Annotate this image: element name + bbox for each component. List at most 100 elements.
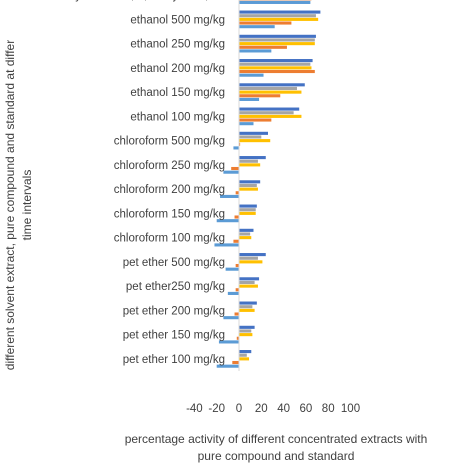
bar xyxy=(225,267,239,271)
bar xyxy=(239,25,275,29)
bar xyxy=(239,90,302,94)
bar xyxy=(239,14,316,18)
bar xyxy=(239,284,258,288)
x-tick-label: -20 xyxy=(208,403,225,415)
bar xyxy=(239,357,250,361)
bar xyxy=(239,10,321,14)
bar xyxy=(234,312,239,316)
x-tick-label: 20 xyxy=(255,403,268,415)
category-label: ethanol 250 mg/kg xyxy=(130,39,225,51)
x-axis-title: pure compound and standard xyxy=(198,449,355,463)
x-tick-label: -40 xyxy=(186,403,203,415)
bar xyxy=(239,131,268,135)
bar xyxy=(239,122,254,126)
category-label: pet ether 100 mg/kg xyxy=(123,354,225,366)
bar xyxy=(216,219,239,223)
bar xyxy=(239,280,255,285)
bar xyxy=(233,239,240,243)
category-label: chloroform 200 mg/kg xyxy=(114,184,225,196)
category-label: pet ether 500 mg/kg xyxy=(123,257,225,269)
bar xyxy=(239,21,292,25)
bar xyxy=(235,288,239,292)
bar xyxy=(239,329,252,333)
bar xyxy=(239,0,311,4)
bar xyxy=(239,353,247,357)
category-label: pet ether 200 mg/kg xyxy=(123,305,225,317)
bar xyxy=(239,187,258,191)
bar xyxy=(235,263,239,268)
bar xyxy=(239,333,253,337)
bar xyxy=(239,83,305,87)
bar xyxy=(239,73,264,77)
x-tick-label: 100 xyxy=(341,403,360,415)
bar xyxy=(239,97,260,101)
bar xyxy=(239,34,316,38)
bar xyxy=(239,38,315,42)
bar xyxy=(214,243,239,247)
bar xyxy=(232,360,239,365)
bar xyxy=(239,59,313,63)
y-axis-title: time intervals xyxy=(20,170,34,241)
bar xyxy=(239,301,257,305)
bar xyxy=(239,114,302,118)
bar xyxy=(239,308,255,312)
bar xyxy=(223,316,239,320)
bar xyxy=(239,256,258,260)
category-label: 4H-Pyran-4-one, 2,3-dihydro-3,5-.. xyxy=(49,0,225,2)
category-label: ethanol 150 mg/kg xyxy=(130,87,225,99)
bar xyxy=(218,340,239,344)
bar xyxy=(235,191,239,195)
x-tick-label: 60 xyxy=(300,403,313,415)
bar xyxy=(227,291,239,295)
bar xyxy=(239,142,241,146)
bar xyxy=(239,86,297,91)
bar xyxy=(239,260,263,264)
bar xyxy=(239,232,251,236)
category-label: chloroform 250 mg/kg xyxy=(114,160,225,172)
bar xyxy=(236,336,239,340)
bar xyxy=(239,228,254,232)
x-tick-label: 40 xyxy=(277,403,290,415)
y-axis-title: different solvent extract, pure compound… xyxy=(3,40,17,370)
bar xyxy=(239,159,258,163)
bar xyxy=(223,170,239,174)
bar xyxy=(239,45,287,49)
category-label: ethanol 200 mg/kg xyxy=(130,63,225,75)
bar xyxy=(239,107,300,111)
bar xyxy=(239,111,294,115)
bar xyxy=(234,215,239,219)
bar xyxy=(239,118,272,122)
bar xyxy=(239,277,260,281)
category-label: ethanol 100 mg/kg xyxy=(130,111,225,123)
bar xyxy=(231,166,239,171)
bar xyxy=(239,156,266,160)
category-label: chloroform 100 mg/kg xyxy=(114,233,225,245)
x-axis-title: percentage activity of different concent… xyxy=(125,432,428,446)
category-label: pet ether 150 mg/kg xyxy=(123,330,225,342)
bar xyxy=(239,66,312,70)
bar xyxy=(239,305,253,309)
bar xyxy=(239,253,266,257)
bar xyxy=(239,204,257,208)
bar xyxy=(239,325,255,329)
bar xyxy=(233,146,240,150)
bar xyxy=(216,364,239,368)
bar xyxy=(239,69,315,74)
bar xyxy=(239,163,261,167)
category-label: ethanol 500 mg/kg xyxy=(130,14,225,26)
bar xyxy=(239,211,256,215)
category-label: chloroform 150 mg/kg xyxy=(114,208,225,220)
bar xyxy=(239,42,315,46)
category-label: pet ether250 mg/kg xyxy=(126,281,225,293)
bar xyxy=(239,180,261,184)
bar xyxy=(220,194,239,198)
bar xyxy=(239,62,311,66)
bar xyxy=(239,139,271,143)
bar xyxy=(239,183,257,188)
bar xyxy=(239,236,252,240)
bar xyxy=(239,17,319,21)
category-label: chloroform 500 mg/kg xyxy=(114,136,225,148)
bar xyxy=(239,49,272,53)
bar xyxy=(239,208,256,212)
